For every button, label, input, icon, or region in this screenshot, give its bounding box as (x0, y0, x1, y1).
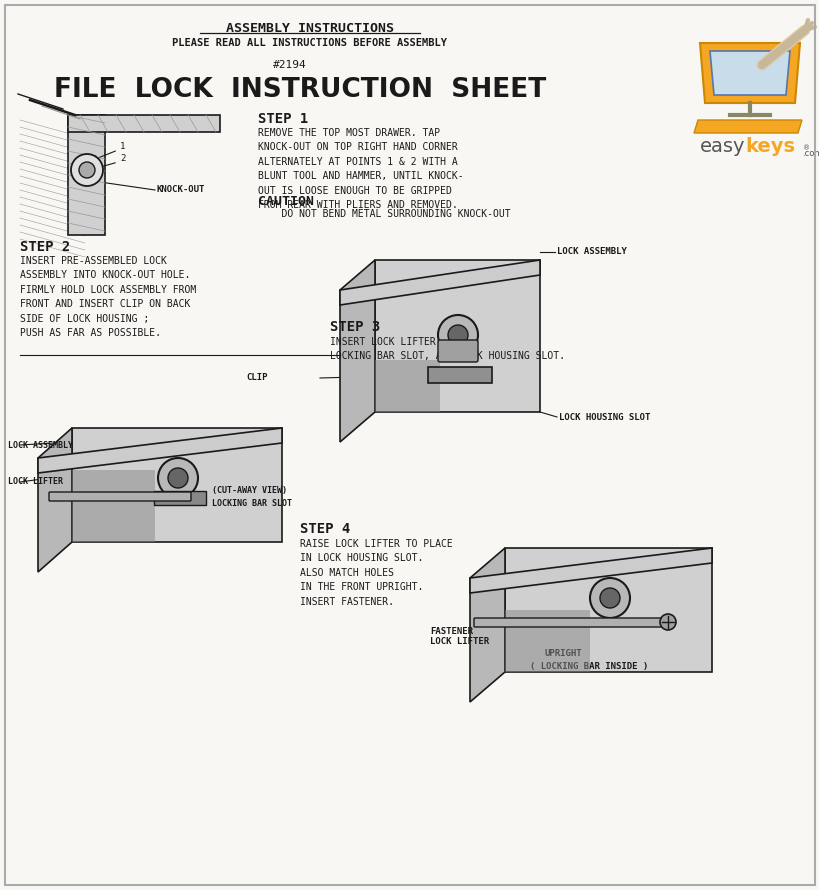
Text: ( LOCKING BAR INSIDE ): ( LOCKING BAR INSIDE ) (529, 661, 648, 670)
Text: STEP 4: STEP 4 (300, 522, 350, 536)
Polygon shape (428, 367, 491, 383)
Circle shape (659, 614, 675, 630)
Text: STEP 2: STEP 2 (20, 240, 70, 254)
Circle shape (79, 162, 95, 178)
Text: LOCK LIFTER: LOCK LIFTER (8, 478, 63, 487)
Polygon shape (469, 548, 505, 702)
Text: REMOVE THE TOP MOST DRAWER. TAP
KNOCK-OUT ON TOP RIGHT HAND CORNER
ALTERNATELY A: REMOVE THE TOP MOST DRAWER. TAP KNOCK-OU… (258, 128, 463, 210)
FancyBboxPatch shape (49, 492, 191, 501)
Polygon shape (68, 115, 219, 132)
Polygon shape (693, 120, 801, 133)
Circle shape (447, 325, 468, 345)
Polygon shape (505, 548, 711, 672)
Text: FILE  LOCK  INSTRUCTION  SHEET: FILE LOCK INSTRUCTION SHEET (54, 77, 545, 103)
Polygon shape (505, 610, 590, 672)
Circle shape (600, 588, 619, 608)
Text: CAUTION: CAUTION (258, 195, 314, 208)
Circle shape (590, 578, 629, 618)
Circle shape (168, 468, 188, 488)
Circle shape (158, 458, 197, 498)
Polygon shape (709, 51, 789, 95)
Polygon shape (340, 260, 540, 305)
Text: PLEASE READ ALL INSTRUCTIONS BEFORE ASSEMBLY: PLEASE READ ALL INSTRUCTIONS BEFORE ASSE… (172, 38, 447, 48)
Text: INSERT PRE-ASSEMBLED LOCK
ASSEMBLY INTO KNOCK-OUT HOLE.
FIRMLY HOLD LOCK ASSEMBL: INSERT PRE-ASSEMBLED LOCK ASSEMBLY INTO … (20, 256, 196, 338)
Text: ®: ® (802, 145, 809, 151)
Polygon shape (38, 428, 72, 572)
Text: STEP 3: STEP 3 (329, 320, 380, 334)
Text: LOCK ASSEMBLY: LOCK ASSEMBLY (8, 441, 73, 449)
Text: (CUT-AWAY VIEW): (CUT-AWAY VIEW) (212, 486, 287, 495)
Text: KNOCK-OUT: KNOCK-OUT (156, 185, 205, 195)
Circle shape (437, 315, 477, 355)
Polygon shape (68, 115, 105, 235)
Text: LOCKING BAR SLOT: LOCKING BAR SLOT (212, 498, 292, 507)
Polygon shape (469, 548, 711, 593)
Text: UPRIGHT: UPRIGHT (545, 649, 582, 658)
Text: easy: easy (699, 137, 744, 157)
Text: INSERT LOCK LIFTER INTO
LOCKING BAR SLOT, AND LOCK HOUSING SLOT.: INSERT LOCK LIFTER INTO LOCKING BAR SLOT… (329, 337, 564, 361)
Polygon shape (374, 360, 440, 412)
Text: ASSEMBLY INSTRUCTIONS: ASSEMBLY INSTRUCTIONS (226, 21, 393, 35)
Text: STEP 1: STEP 1 (258, 112, 308, 126)
Text: CLIP: CLIP (246, 374, 267, 383)
Polygon shape (72, 428, 282, 542)
Text: RAISE LOCK LIFTER TO PLACE
IN LOCK HOUSING SLOT.
ALSO MATCH HOLES
IN THE FRONT U: RAISE LOCK LIFTER TO PLACE IN LOCK HOUSI… (300, 539, 452, 607)
Text: LOCK HOUSING SLOT: LOCK HOUSING SLOT (559, 412, 649, 422)
Polygon shape (340, 260, 374, 442)
Text: DO NOT BEND METAL SURROUNDING KNOCK-OUT: DO NOT BEND METAL SURROUNDING KNOCK-OUT (258, 209, 510, 219)
Polygon shape (38, 428, 282, 473)
Circle shape (71, 154, 103, 186)
Text: LOCK LIFTER: LOCK LIFTER (429, 637, 488, 646)
FancyBboxPatch shape (437, 340, 477, 362)
Polygon shape (72, 470, 155, 542)
Text: keys: keys (744, 137, 794, 157)
Text: 2: 2 (120, 154, 125, 163)
Text: 1: 1 (120, 142, 125, 151)
Polygon shape (699, 43, 799, 103)
Text: .com: .com (801, 149, 819, 158)
FancyBboxPatch shape (154, 491, 206, 505)
Text: LOCK ASSEMBLY: LOCK ASSEMBLY (556, 247, 626, 256)
Text: FASTENER: FASTENER (429, 627, 473, 636)
Polygon shape (374, 260, 540, 412)
Text: #2194: #2194 (273, 60, 306, 70)
FancyBboxPatch shape (473, 618, 670, 627)
